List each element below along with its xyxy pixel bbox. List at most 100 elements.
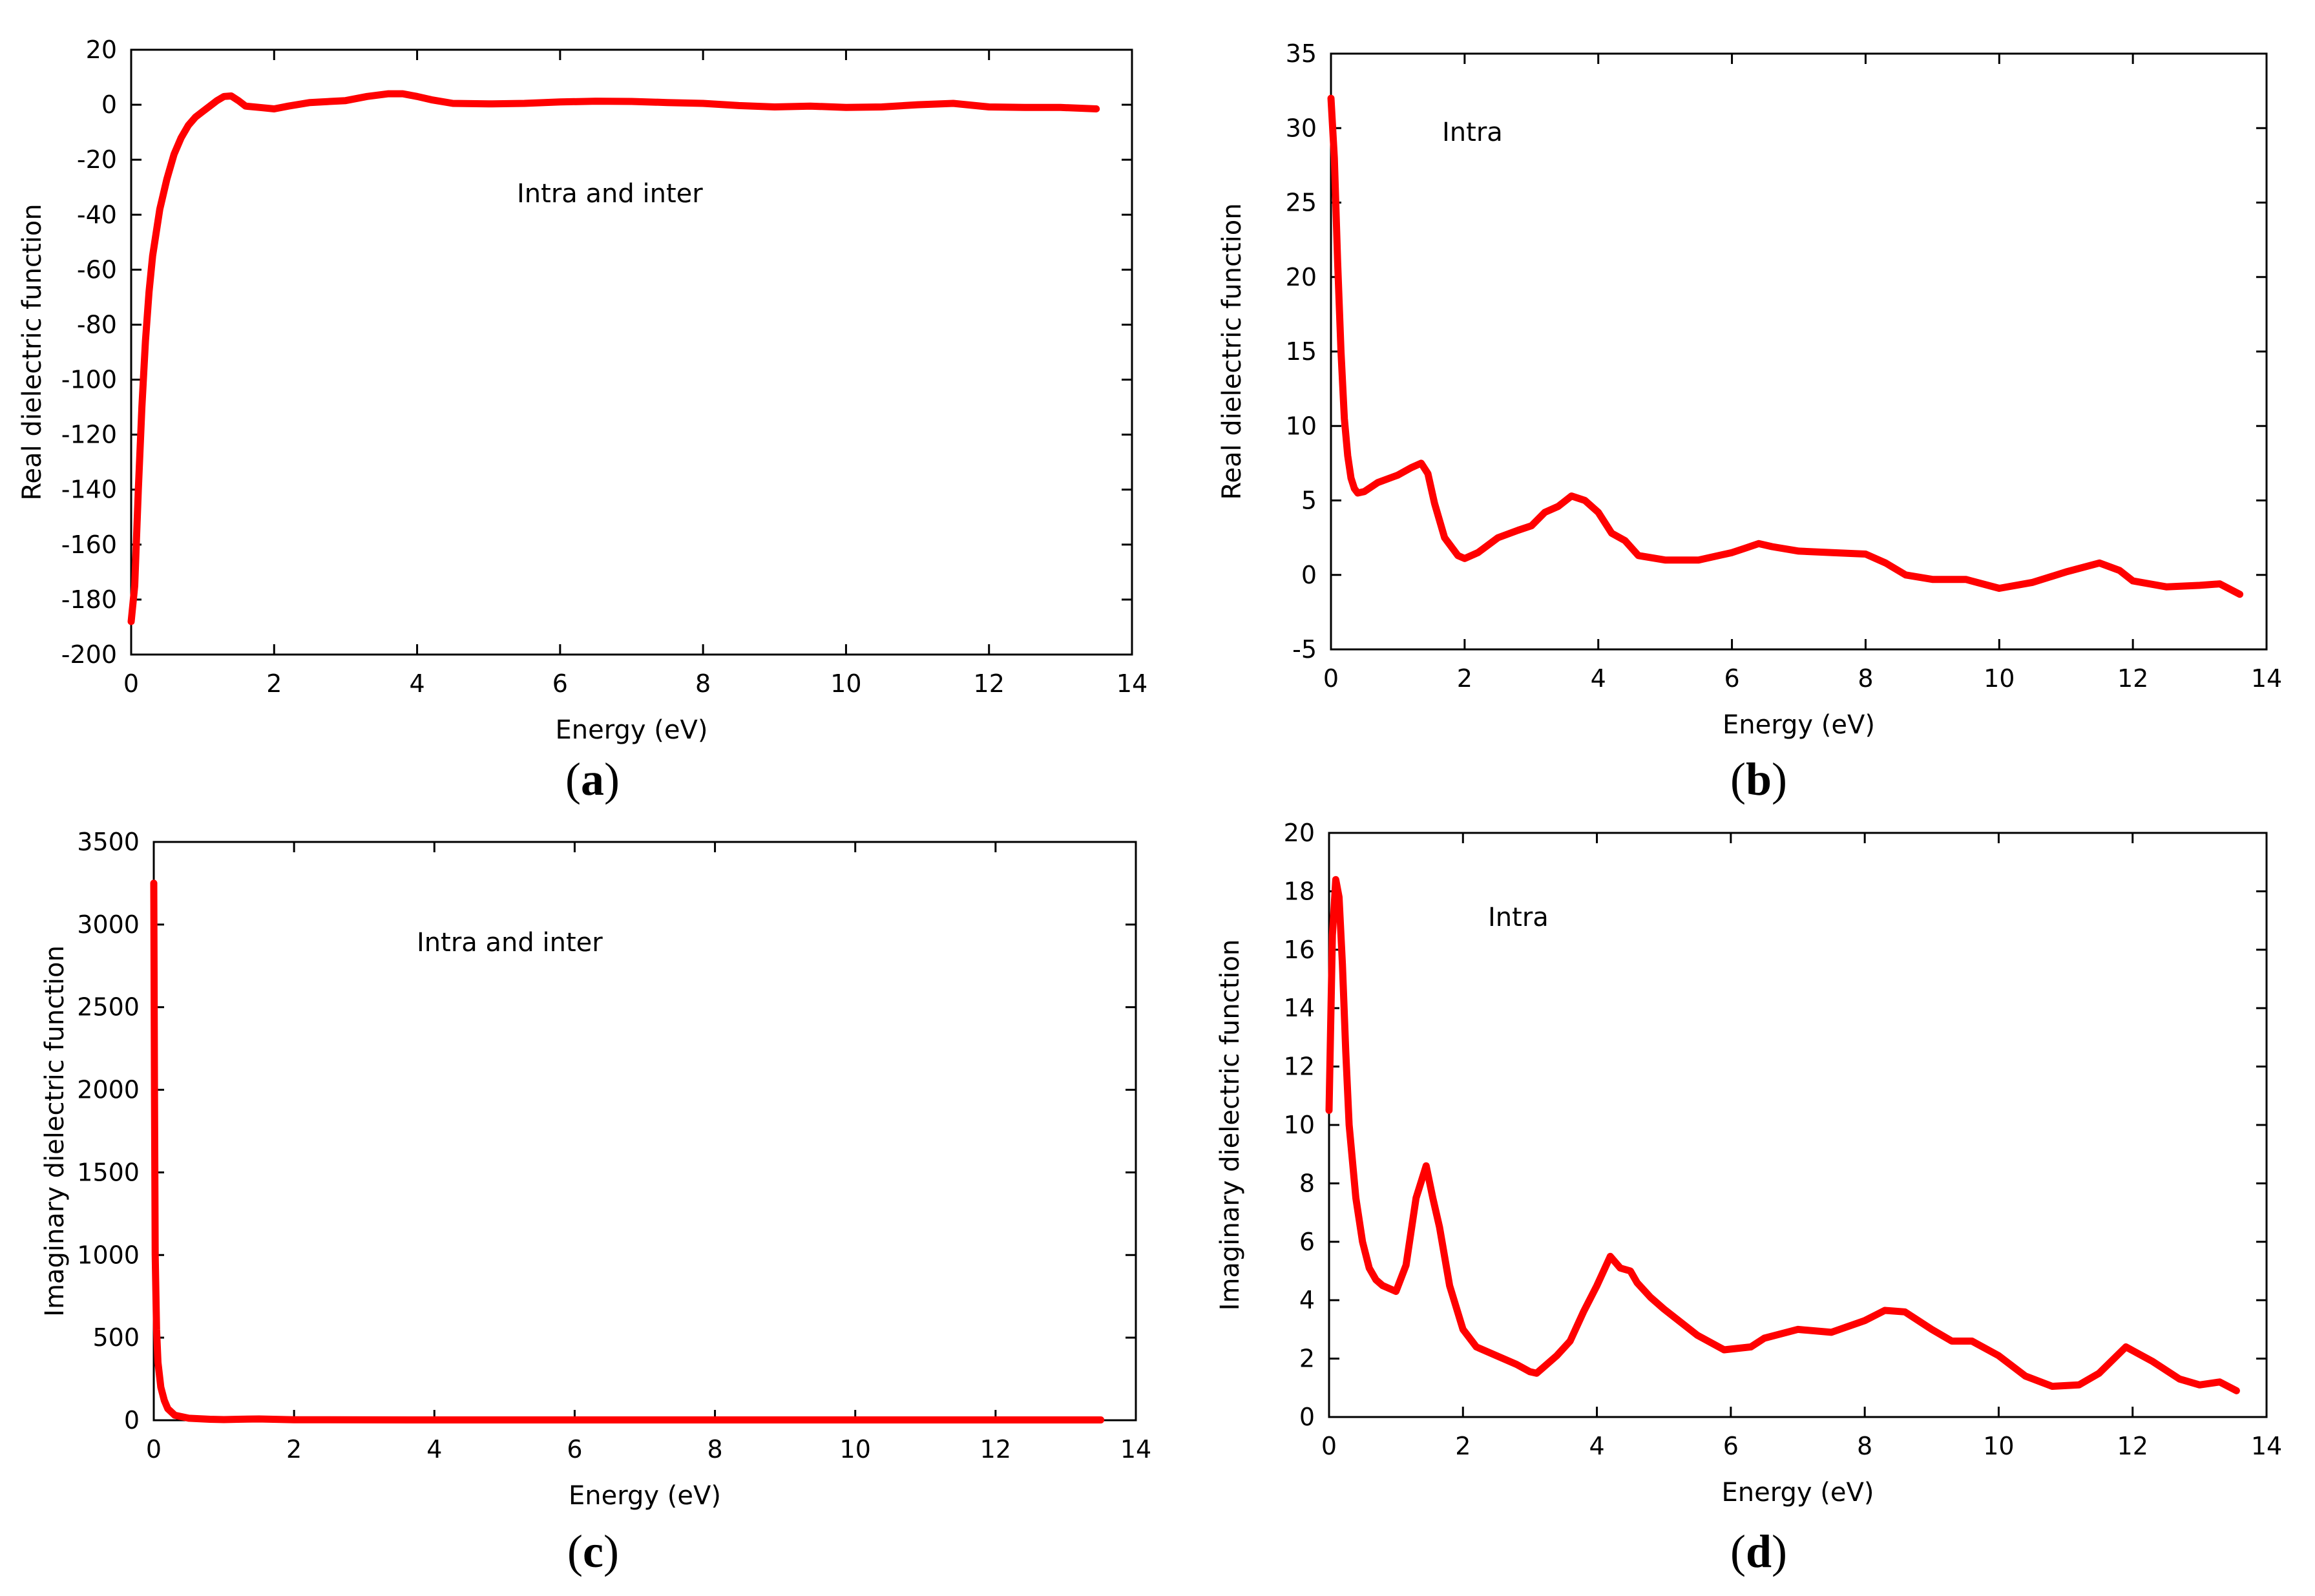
x-tick-label: 0 — [1323, 664, 1339, 693]
x-tick-label: 2 — [1457, 664, 1472, 693]
x-tick-label: 4 — [1591, 664, 1606, 693]
y-tick-label: -200 — [61, 640, 117, 669]
caption-c-letter: c — [582, 1526, 603, 1577]
x-tick-label: 8 — [695, 669, 711, 698]
y-tick-label: 0 — [124, 1406, 140, 1434]
caption-a: (a) — [565, 753, 620, 805]
x-axis-label: Energy (eV) — [1722, 1478, 1874, 1507]
y-tick-label: 4 — [1299, 1286, 1315, 1314]
x-tick-label: 12 — [2117, 664, 2148, 693]
y-tick-label: -20 — [77, 145, 117, 174]
x-tick-label: 10 — [1984, 664, 2015, 693]
x-tick-label: 0 — [1321, 1432, 1337, 1460]
series-line-d — [1325, 876, 2240, 1394]
y-tick-label: 1500 — [77, 1158, 140, 1186]
y-tick-label: 20 — [86, 36, 117, 64]
y-tick-label: 16 — [1284, 936, 1315, 964]
y-tick-label: 20 — [1284, 819, 1315, 847]
x-axis-label: Energy (eV) — [556, 715, 708, 745]
y-tick-label: 0 — [101, 90, 117, 119]
y-tick-label: 35 — [1286, 39, 1317, 68]
x-axis-label: Energy (eV) — [569, 1481, 721, 1511]
y-tick-label: 2000 — [77, 1076, 140, 1104]
x-tick-label: 12 — [980, 1435, 1011, 1464]
y-tick-label: 12 — [1284, 1053, 1315, 1081]
annotation-label: Intra — [1488, 903, 1549, 932]
y-tick-label: -60 — [77, 255, 117, 284]
caption-a-letter: a — [580, 753, 604, 805]
y-tick-label: 3000 — [77, 910, 140, 939]
y-tick-label: 500 — [92, 1323, 140, 1352]
x-tick-label: 4 — [1589, 1432, 1604, 1460]
y-tick-label: 1000 — [77, 1241, 140, 1269]
chart-a: 0 2 4 6 8 10 12 14 20 0 -20 -40 -60 -80 -100 -120 -140 -1… — [17, 36, 1147, 745]
y-tick-label: 10 — [1284, 1111, 1315, 1139]
x-tick-label: 0 — [146, 1435, 162, 1464]
x-tick-label: 2 — [266, 669, 282, 698]
x-tick-label: 12 — [2117, 1432, 2148, 1460]
y-tick-label: 10 — [1286, 412, 1317, 440]
annotation-label: Intra and inter — [517, 179, 703, 209]
x-tick-label: 2 — [1455, 1432, 1471, 1460]
caption-b-letter: b — [1745, 753, 1772, 805]
y-tick-label: 2500 — [77, 993, 140, 1022]
annotation-label: Intra — [1442, 118, 1503, 147]
y-tick-label: 30 — [1286, 114, 1317, 142]
y-tick-label: 2 — [1299, 1345, 1315, 1373]
x-tick-label: 6 — [552, 669, 568, 698]
caption-d-letter: d — [1745, 1526, 1772, 1577]
x-tick-label: 8 — [1858, 664, 1873, 693]
x-tick-label: 12 — [974, 669, 1005, 698]
x-tick-label: 6 — [1723, 1432, 1739, 1460]
x-tick-label: 0 — [123, 669, 139, 698]
x-tick-label: 6 — [567, 1435, 582, 1464]
y-tick-label: 0 — [1301, 561, 1317, 589]
caption-d: (d) — [1730, 1526, 1788, 1577]
y-tick-label: 20 — [1286, 263, 1317, 291]
caption-b: (b) — [1730, 753, 1788, 805]
y-tick-label: -80 — [77, 310, 117, 339]
x-tick-label: 14 — [1116, 669, 1147, 698]
y-tick-label: 0 — [1299, 1403, 1315, 1431]
x-tick-label: 10 — [840, 1435, 871, 1464]
plot-frame-c — [152, 841, 1137, 1422]
chart-c: 0 2 4 6 8 10 12 14 3500 3000 2500 2000 1500 1000 500 0 E… — [40, 828, 1151, 1511]
series-line-a — [127, 90, 1100, 625]
y-tick-label: 18 — [1284, 877, 1315, 905]
y-tick-label: 8 — [1299, 1169, 1315, 1197]
series-line-c — [150, 879, 1105, 1423]
y-tick-label: -120 — [61, 421, 117, 449]
caption-c: (c) — [567, 1526, 619, 1577]
x-tick-label: 8 — [707, 1435, 722, 1464]
x-tick-label: 4 — [426, 1435, 442, 1464]
x-tick-label: 4 — [409, 669, 424, 698]
y-tick-label: 3500 — [77, 828, 140, 856]
y-tick-label: -180 — [61, 585, 117, 614]
y-axis-label: Imaginary dielectric function — [40, 945, 70, 1317]
y-tick-label: 25 — [1286, 189, 1317, 217]
y-tick-label: -140 — [61, 476, 117, 504]
x-tick-label: 14 — [2251, 1432, 2282, 1460]
x-tick-label: 14 — [1120, 1435, 1151, 1464]
plot-frame-a — [130, 48, 1133, 656]
x-tick-label: 10 — [830, 669, 861, 698]
y-tick-label: 14 — [1284, 994, 1315, 1022]
x-tick-label: 8 — [1857, 1432, 1872, 1460]
y-tick-label: 6 — [1299, 1228, 1315, 1256]
y-tick-label: -100 — [61, 366, 117, 394]
annotation-label: Intra and inter — [417, 928, 603, 958]
y-tick-label: 5 — [1301, 487, 1317, 515]
x-tick-label: 6 — [1724, 664, 1739, 693]
y-axis-label: Real dielectric function — [17, 204, 47, 500]
series-line-b — [1327, 94, 2244, 598]
y-axis-label: Imaginary dielectric function — [1215, 940, 1245, 1311]
x-tick-label: 10 — [1983, 1432, 2014, 1460]
y-tick-label: -5 — [1292, 635, 1317, 664]
x-axis-label: Energy (eV) — [1723, 710, 1875, 740]
y-tick-label: 15 — [1286, 337, 1317, 366]
y-tick-label: -40 — [77, 200, 117, 229]
y-tick-label: -160 — [61, 530, 117, 559]
